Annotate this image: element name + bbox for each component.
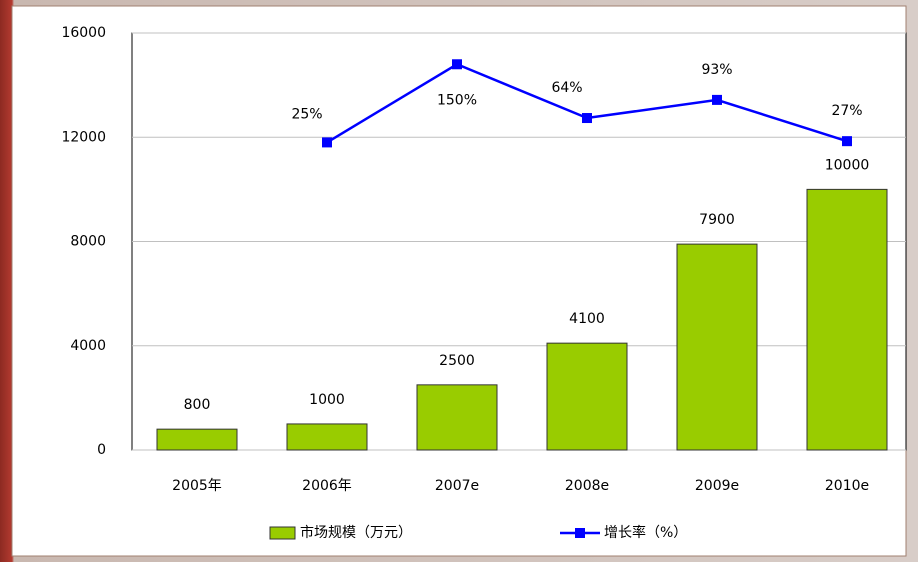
y-tick-label: 8000	[70, 234, 106, 250]
y-tick-label: 16000	[61, 25, 106, 41]
bar	[806, 188, 888, 451]
y-tick-label: 4000	[70, 338, 106, 354]
line-marker	[322, 137, 332, 148]
data-label: 27%	[831, 103, 862, 119]
data-label: 25%	[291, 106, 322, 122]
x-tick-label: 2009e	[695, 478, 739, 494]
data-label: 1000	[309, 392, 345, 408]
data-label: 150%	[437, 92, 477, 108]
bar	[286, 423, 368, 451]
data-label: 800	[184, 397, 211, 413]
legend-label: 市场规模（万元）	[300, 524, 412, 541]
line-marker	[842, 136, 852, 147]
bar	[416, 384, 498, 451]
bar	[676, 243, 758, 451]
line-marker	[712, 94, 722, 105]
data-label: 7900	[699, 212, 735, 228]
x-tick-label: 2008e	[565, 478, 609, 494]
x-tick-label: 2010e	[825, 478, 869, 494]
line-marker	[452, 59, 462, 70]
bar	[546, 342, 628, 451]
legend-label: 增长率（%）	[604, 524, 687, 541]
y-tick-label: 0	[97, 442, 106, 458]
data-label: 4100	[569, 311, 605, 327]
x-tick-label: 2007e	[435, 478, 479, 494]
chart-panel	[11, 5, 907, 557]
legend-swatch	[269, 526, 296, 540]
data-label: 93%	[701, 62, 732, 78]
x-tick-label: 2006年	[302, 478, 352, 494]
data-label: 10000	[825, 157, 870, 173]
line-marker	[582, 113, 592, 124]
legend-swatch	[575, 528, 585, 538]
x-tick-label: 2005年	[172, 478, 222, 494]
bar	[156, 428, 238, 451]
y-tick-label: 12000	[61, 129, 106, 145]
data-label: 64%	[551, 80, 582, 96]
data-label: 2500	[439, 353, 475, 369]
